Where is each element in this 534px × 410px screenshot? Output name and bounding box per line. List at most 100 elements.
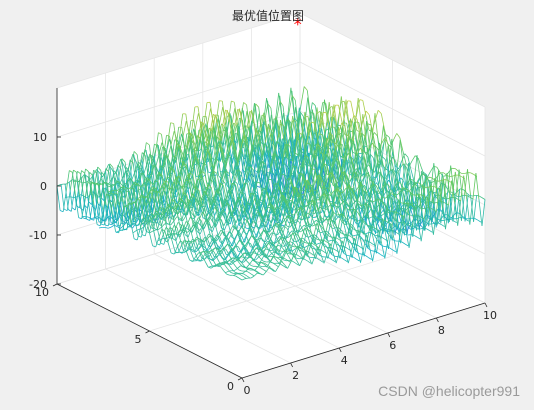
surface-mesh-segment xyxy=(334,148,339,168)
surface-mesh-segment xyxy=(362,253,366,256)
surface-mesh-segment xyxy=(345,158,350,163)
surface-mesh-segment xyxy=(240,228,245,237)
surface-mesh-segment xyxy=(261,200,266,212)
surface-mesh-segment xyxy=(388,223,393,241)
surface-mesh-segment xyxy=(291,95,296,101)
surface-mesh-segment xyxy=(398,175,403,189)
surface-mesh-segment xyxy=(229,175,234,189)
surface-mesh-segment xyxy=(167,223,171,226)
surface-mesh-segment xyxy=(313,143,318,147)
surface-mesh-segment xyxy=(374,113,379,140)
surface-mesh-segment xyxy=(263,112,268,134)
surface-mesh-segment xyxy=(299,115,304,138)
surface-mesh-segment xyxy=(170,122,174,124)
surface-mesh-segment xyxy=(339,184,344,199)
surface-mesh-segment xyxy=(103,208,108,226)
surface-mesh-segment xyxy=(392,202,397,212)
surface-mesh-segment xyxy=(102,193,107,210)
surface-mesh-segment xyxy=(149,144,153,169)
surface-mesh-segment xyxy=(381,195,385,215)
surface-mesh-segment xyxy=(366,200,371,219)
surface-mesh-segment xyxy=(268,127,272,131)
surface-mesh-segment xyxy=(249,160,254,182)
surface-mesh-segment xyxy=(369,247,373,262)
surface-mesh-segment xyxy=(314,144,318,156)
surface-mesh-segment xyxy=(360,246,364,250)
surface-mesh-segment xyxy=(376,228,381,245)
surface-mesh-segment xyxy=(294,152,299,156)
surface-mesh-segment xyxy=(277,119,281,140)
surface-mesh-segment xyxy=(206,218,210,223)
surface-mesh-segment xyxy=(411,206,416,228)
surface-mesh-segment xyxy=(279,195,284,209)
surface-mesh-segment xyxy=(137,173,141,192)
surface-mesh-segment xyxy=(117,164,122,170)
surface-mesh-segment xyxy=(283,178,288,191)
surface-mesh-segment xyxy=(341,172,346,184)
surface-mesh-segment xyxy=(354,238,358,251)
surface-mesh-segment xyxy=(345,233,350,246)
surface-mesh-segment xyxy=(293,165,297,168)
surface-mesh-segment xyxy=(70,190,75,212)
surface-mesh-segment xyxy=(182,200,187,216)
surface-mesh-segment xyxy=(311,171,316,189)
surface-mesh-segment xyxy=(338,200,343,220)
surface-mesh-segment xyxy=(331,193,336,202)
surface-mesh-segment xyxy=(278,155,282,158)
surface-mesh-segment xyxy=(379,198,383,202)
surface-mesh-segment xyxy=(301,155,306,168)
surface-mesh-segment xyxy=(267,146,271,167)
surface-mesh-segment xyxy=(352,234,357,237)
surface-mesh-segment xyxy=(369,241,373,245)
surface-mesh-segment xyxy=(244,211,249,220)
surface-mesh-segment xyxy=(249,204,254,217)
surface-mesh-segment xyxy=(178,205,183,221)
surface-mesh-segment xyxy=(281,219,286,225)
surface-mesh-segment xyxy=(323,185,328,194)
surface-mesh-segment xyxy=(360,155,365,179)
surface-mesh-segment xyxy=(274,153,279,157)
surface-mesh-segment xyxy=(336,182,340,192)
surface-mesh-segment xyxy=(258,199,263,201)
surface-mesh-segment xyxy=(461,195,465,221)
surface-mesh-segment xyxy=(276,136,281,160)
surface-mesh-segment xyxy=(405,231,410,248)
surface-mesh-segment xyxy=(304,195,309,205)
surface-mesh-segment xyxy=(202,220,207,227)
surface-mesh-segment xyxy=(454,197,458,200)
surface-mesh-segment xyxy=(305,223,309,236)
surface-mesh-segment xyxy=(201,205,206,220)
surface-mesh-segment xyxy=(152,159,157,167)
surface-mesh-segment xyxy=(283,195,287,205)
surface-mesh-segment xyxy=(353,207,357,222)
surface-mesh-segment xyxy=(317,144,321,148)
surface-mesh-segment xyxy=(247,193,252,203)
surface-mesh-segment xyxy=(59,210,64,213)
surface-mesh-segment xyxy=(157,188,162,194)
surface-mesh-segment xyxy=(256,159,261,173)
surface-mesh-segment xyxy=(361,231,365,235)
surface-mesh-segment xyxy=(245,166,250,181)
surface-mesh-segment xyxy=(153,191,158,206)
surface-mesh-segment xyxy=(149,217,154,221)
surface-mesh-segment xyxy=(322,127,327,153)
surface-mesh-segment xyxy=(381,174,386,185)
surface-mesh-segment xyxy=(129,201,134,216)
surface-mesh-segment xyxy=(171,198,176,203)
surface-mesh-segment xyxy=(227,214,232,222)
surface-mesh-segment xyxy=(333,118,338,138)
surface-mesh-segment xyxy=(306,121,310,145)
surface-mesh-segment xyxy=(220,125,225,142)
surface-mesh-segment xyxy=(180,192,185,203)
surface-mesh-segment xyxy=(90,184,95,205)
surface-mesh-segment xyxy=(442,208,446,230)
surface-mesh-segment xyxy=(303,206,308,218)
surface-mesh-segment xyxy=(397,226,402,244)
surface-mesh-segment xyxy=(147,197,152,214)
surface-mesh-segment xyxy=(195,185,200,200)
surface-mesh-segment xyxy=(299,207,304,211)
surface-mesh-segment xyxy=(309,222,314,228)
surface-mesh-segment xyxy=(321,174,325,178)
surface-mesh-segment xyxy=(140,182,145,188)
surface-mesh-segment xyxy=(275,222,280,226)
